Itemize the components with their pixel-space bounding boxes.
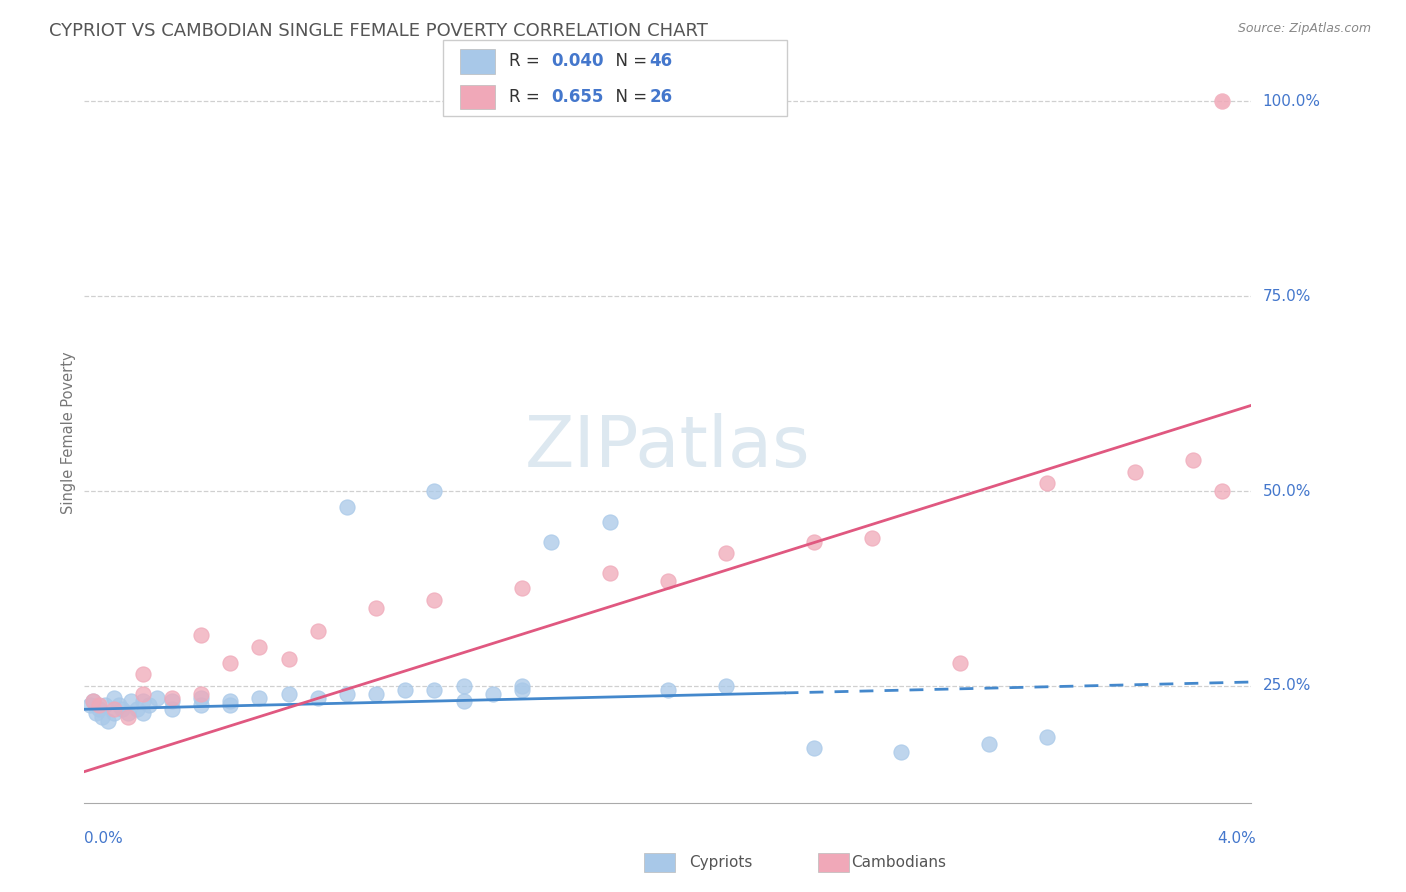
Text: 4.0%: 4.0% (1216, 831, 1256, 846)
Point (714, 546, 737, 560)
Point (132, 687, 155, 701)
Point (336, 687, 359, 701)
Point (657, 682, 679, 697)
Point (481, 687, 505, 701)
Point (394, 682, 416, 697)
Y-axis label: Single Female Poverty: Single Female Poverty (60, 351, 76, 514)
Point (190, 628, 212, 642)
Point (160, 690, 183, 705)
Point (190, 687, 212, 701)
Point (307, 624, 329, 639)
Point (120, 694, 142, 708)
Point (79, 698, 101, 713)
Point (423, 484, 446, 499)
Text: 0.0%: 0.0% (84, 831, 124, 846)
Point (453, 679, 475, 693)
Point (1036, 476, 1059, 491)
Point (1036, 730, 1059, 744)
Point (219, 656, 242, 670)
Point (190, 690, 212, 705)
Point (453, 694, 475, 708)
Point (803, 741, 825, 756)
Point (219, 694, 242, 708)
Point (277, 651, 299, 665)
Point (97, 714, 120, 728)
Point (132, 706, 155, 721)
Point (117, 706, 139, 721)
Text: Source: ZipAtlas.com: Source: ZipAtlas.com (1237, 22, 1371, 36)
Point (510, 679, 533, 693)
Point (146, 690, 169, 705)
Point (87, 698, 110, 713)
Text: Cypriots: Cypriots (689, 855, 752, 870)
Point (510, 582, 533, 596)
Point (247, 690, 270, 705)
Point (1211, 484, 1233, 499)
Point (657, 574, 679, 588)
Point (90, 710, 112, 724)
Text: 100.0%: 100.0% (1263, 94, 1320, 109)
Point (277, 687, 299, 701)
Text: 50.0%: 50.0% (1263, 483, 1310, 499)
Point (510, 682, 533, 697)
Point (949, 656, 972, 670)
Point (160, 702, 183, 716)
Text: N =: N = (605, 88, 652, 106)
Text: ZIPatlas: ZIPatlas (524, 413, 811, 482)
Point (890, 745, 912, 759)
Text: R =: R = (509, 53, 546, 70)
Text: 0.655: 0.655 (551, 88, 603, 106)
Point (111, 702, 134, 716)
Point (190, 698, 212, 713)
Point (977, 737, 1000, 751)
Point (103, 706, 125, 721)
Point (117, 710, 139, 724)
Point (82, 694, 104, 708)
Point (138, 698, 160, 713)
Text: 0.040: 0.040 (551, 53, 603, 70)
Point (94, 698, 117, 713)
Point (599, 566, 621, 580)
Text: Cambodians: Cambodians (851, 855, 946, 870)
Point (714, 679, 737, 693)
Text: R =: R = (509, 88, 546, 106)
Point (599, 515, 621, 529)
Point (108, 698, 131, 713)
Point (160, 694, 183, 708)
Point (103, 702, 125, 716)
Point (860, 531, 883, 545)
Point (540, 534, 562, 549)
Point (247, 640, 270, 654)
Text: N =: N = (605, 53, 652, 70)
Point (803, 534, 825, 549)
Point (87, 702, 110, 716)
Point (132, 694, 155, 708)
Text: 75.0%: 75.0% (1263, 289, 1310, 304)
Point (1181, 453, 1204, 467)
Text: 25.0%: 25.0% (1263, 679, 1310, 693)
Point (307, 690, 329, 705)
Text: 26: 26 (650, 88, 672, 106)
Point (1211, 95, 1233, 109)
Point (336, 500, 359, 514)
Point (219, 698, 242, 713)
Point (1123, 465, 1146, 479)
Point (125, 702, 148, 716)
Point (423, 682, 446, 697)
Point (366, 687, 388, 701)
Point (423, 593, 446, 607)
Point (82, 694, 104, 708)
Text: 46: 46 (650, 53, 672, 70)
Text: CYPRIOT VS CAMBODIAN SINGLE FEMALE POVERTY CORRELATION CHART: CYPRIOT VS CAMBODIAN SINGLE FEMALE POVER… (49, 22, 709, 40)
Point (366, 601, 388, 615)
Point (132, 667, 155, 681)
Point (103, 690, 125, 705)
Point (84, 706, 107, 721)
